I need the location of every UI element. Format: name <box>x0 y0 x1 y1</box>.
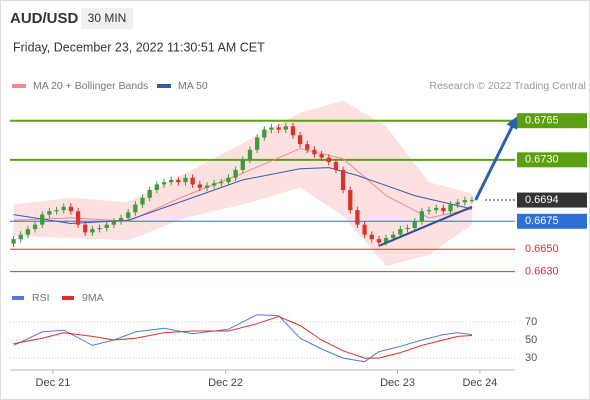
candle-body <box>176 179 181 183</box>
candle-body <box>276 127 281 130</box>
x-tick-label: Dec 21 <box>36 377 71 389</box>
level-box <box>517 192 587 208</box>
candle-body <box>362 224 367 235</box>
candle-body <box>333 162 339 170</box>
candle-body <box>369 234 374 240</box>
candle-body <box>398 229 403 235</box>
timeframe-box <box>81 8 133 29</box>
trendline <box>378 205 473 247</box>
legend-label: RSI <box>32 292 50 304</box>
moving-average <box>13 167 473 225</box>
candle-body <box>147 190 152 198</box>
candle-body <box>32 224 38 230</box>
candle-body <box>183 177 188 183</box>
candle-body <box>340 169 346 190</box>
candle-body <box>383 238 389 243</box>
candle-body <box>154 184 159 190</box>
candle-body <box>25 229 31 235</box>
candle-body <box>434 207 439 211</box>
level-label: 0.6765 <box>525 115 559 127</box>
forecast-arrow <box>474 116 518 201</box>
source: Research © 2022 Trading Central <box>429 80 586 92</box>
candle-body <box>75 211 81 225</box>
legend-label: MA 50 <box>178 80 208 92</box>
candle-body <box>455 202 460 205</box>
level-label: 0.6730 <box>525 154 559 166</box>
legend-label: MA 20 + Bollinger Bands <box>33 80 148 92</box>
x-tick-label: Dec 24 <box>462 377 497 389</box>
candle-body <box>190 177 195 185</box>
candle-body <box>412 221 417 228</box>
candle-body <box>305 144 310 150</box>
candle-body <box>240 159 245 170</box>
candle-body <box>83 224 88 233</box>
candle-body <box>197 184 202 188</box>
y-tick-label: 30 <box>525 352 537 364</box>
level-label: 0.6694 <box>525 194 559 206</box>
date: Friday, December 23, 2022 11:30:51 AM CE… <box>13 40 265 54</box>
candle-body <box>219 182 224 184</box>
candle-body <box>140 197 145 205</box>
candle-body <box>355 210 360 225</box>
candle-body <box>54 210 59 212</box>
candle-body <box>61 206 66 211</box>
candle-body <box>90 229 95 233</box>
candle-body <box>441 207 446 212</box>
candle-body <box>348 190 353 211</box>
candle-body <box>312 149 317 155</box>
candle-body <box>391 234 396 239</box>
candle-body <box>262 129 267 138</box>
candle-body <box>169 179 174 183</box>
candle-body <box>376 239 382 243</box>
candle-body <box>426 210 432 212</box>
candle-body <box>118 217 124 222</box>
candle-body <box>212 183 217 186</box>
timeframe: 30 MIN <box>88 11 127 25</box>
candle-body <box>68 206 74 212</box>
y-tick-label: 70 <box>525 316 537 328</box>
candle-body <box>254 137 260 150</box>
candle-body <box>233 169 238 178</box>
candle-body <box>290 126 296 136</box>
candle-body <box>126 212 131 218</box>
candle-body <box>469 200 475 202</box>
candle-body <box>204 185 210 188</box>
level-box <box>517 113 587 129</box>
candle-body <box>111 221 117 225</box>
candle-body <box>226 177 231 183</box>
level-label: 0.6675 <box>525 215 559 227</box>
indicator-line <box>13 315 473 359</box>
level-box <box>517 213 587 229</box>
level-label: 0.6650 <box>525 243 559 255</box>
candle-body <box>133 204 138 213</box>
candle-body <box>97 228 102 230</box>
legend-label: 9MA <box>82 292 104 304</box>
candle-body <box>11 239 16 244</box>
candle-body <box>104 224 109 228</box>
moving-average <box>13 148 473 222</box>
x-tick-label: Dec 22 <box>208 377 243 389</box>
candle-body <box>40 214 45 225</box>
candle-body <box>462 200 468 203</box>
x-tick-label: Dec 23 <box>380 377 415 389</box>
candle-body <box>405 228 410 230</box>
level-label: 0.6630 <box>525 265 559 277</box>
candle-body <box>47 211 52 215</box>
candle-body <box>269 127 274 130</box>
candle-body <box>247 149 253 160</box>
candle-body <box>161 182 167 185</box>
level-box <box>517 152 587 168</box>
candle-body <box>448 204 453 212</box>
y-tick-label: 50 <box>525 334 537 346</box>
candle-body <box>419 211 425 222</box>
candle-body <box>18 234 23 240</box>
candle-body <box>319 154 324 158</box>
candle-body <box>283 126 288 130</box>
candle-body <box>297 135 303 145</box>
symbol: AUD/USD <box>10 10 79 27</box>
candle-body <box>326 157 331 163</box>
indicator-line <box>13 314 473 363</box>
